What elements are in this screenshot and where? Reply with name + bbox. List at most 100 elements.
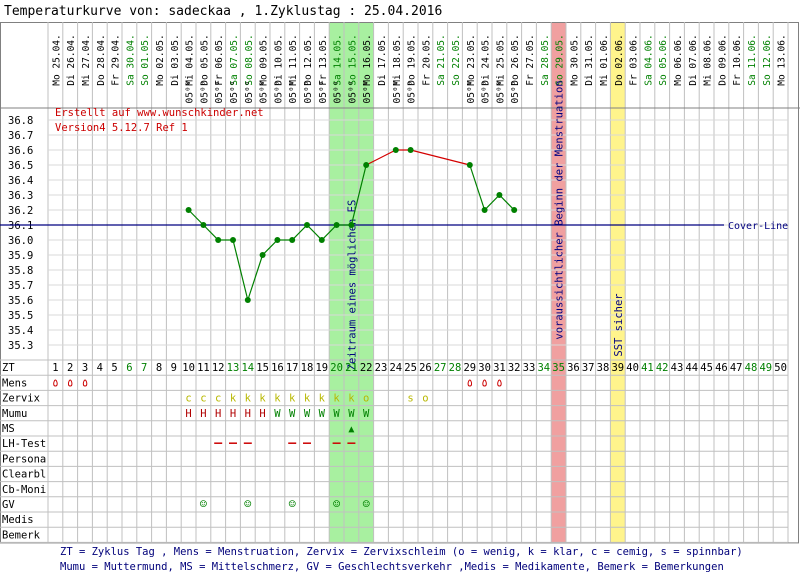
zt-number-37: 37 (582, 362, 595, 374)
zt-number-47: 47 (730, 362, 743, 374)
legend-line-2: Mumu = Muttermund, MS = Mittelschmerz, G… (60, 561, 724, 573)
row-label-persona: Persona (2, 453, 46, 465)
zt-number-29: 29 (463, 362, 476, 374)
gv-mark: ☺ (200, 497, 207, 511)
mumu-mark: H (259, 408, 265, 420)
ms-mark: ▲ (348, 424, 354, 435)
row-label-ms: MS (2, 423, 15, 435)
day-label-44: Di 07.06. (688, 34, 699, 85)
measure-time-22: 05⁰⁰ (362, 81, 373, 104)
zervix-mark: c (185, 393, 191, 405)
day-label-2: Di 26.04. (66, 34, 77, 85)
zt-number-41: 41 (641, 362, 654, 374)
row-label-zt: ZT (2, 362, 15, 374)
zt-number-42: 42 (656, 362, 669, 374)
zervix-mark: k (304, 393, 311, 405)
row-label-cb-moni: Cb-Moni (2, 484, 46, 496)
day-label-41: Sa 04.06. (643, 34, 654, 85)
zt-number-2: 2 (67, 362, 73, 374)
zt-number-3: 3 (82, 362, 88, 374)
zervix-mark: c (200, 393, 206, 405)
y-tick-label: 35.5 (8, 310, 33, 322)
zervix-mark: k (259, 393, 266, 405)
day-label-39: Do 02.06. (614, 34, 625, 85)
mumu-mark: H (215, 408, 221, 420)
zt-number-10: 10 (182, 362, 195, 374)
zt-number-36: 36 (567, 362, 580, 374)
day-label-36: Mo 30.05. (569, 34, 580, 85)
row-label-zervix: Zervix (2, 393, 40, 405)
day-label-25: Do 19.05. (407, 34, 418, 85)
zt-number-11: 11 (197, 362, 210, 374)
row-label-mens: Mens (2, 377, 27, 389)
zt-number-24: 24 (389, 362, 402, 374)
measure-time-25: 05⁰⁰ (407, 81, 418, 104)
day-label-32: Do 26.05. (510, 34, 521, 85)
measure-time-15: 05⁰⁰ (259, 81, 270, 104)
zt-number-27: 27 (434, 362, 447, 374)
day-label-18: Do 12.05. (303, 34, 314, 85)
y-tick-label: 36.3 (8, 190, 33, 202)
zt-number-30: 30 (478, 362, 491, 374)
day-label-15: Mo 09.05. (259, 34, 270, 85)
zervix-mark: k (289, 393, 296, 405)
row-label-gv: GV (2, 499, 15, 511)
temperature-point (466, 162, 473, 168)
measure-time-12: 05⁰⁰ (214, 81, 225, 104)
day-label-27: Sa 21.05. (436, 34, 447, 85)
y-tick-label: 36.0 (8, 235, 33, 247)
measure-time-14: 05⁰⁰ (244, 81, 255, 104)
zt-number-1: 1 (52, 362, 58, 374)
day-label-34: Sa 28.05. (540, 34, 551, 85)
temperature-point (200, 222, 207, 228)
day-label-20: Sa 14.05. (333, 34, 344, 85)
zt-number-32: 32 (508, 362, 521, 374)
zervix-mark: s (407, 393, 413, 405)
day-label-24: Mi 18.05. (392, 34, 403, 85)
measure-time-29: 05⁰⁰ (466, 81, 477, 104)
zervix-mark: k (230, 393, 237, 405)
day-label-12: Fr 06.05. (214, 34, 225, 85)
y-tick-label: 35.3 (8, 340, 33, 352)
zervix-mark: k (333, 393, 340, 405)
mumu-mark: W (363, 408, 370, 420)
day-label-38: Mi 01.06. (599, 34, 610, 85)
zt-number-25: 25 (404, 362, 417, 374)
zt-number-46: 46 (715, 362, 728, 374)
y-tick-label: 36.6 (8, 145, 33, 157)
zervix-mark: k (348, 393, 355, 405)
band-sst (610, 22, 626, 543)
day-label-47: Fr 10.06. (732, 34, 743, 85)
temperature-line-2 (469, 164, 515, 212)
zervix-mark: k (274, 393, 281, 405)
page-title: Temperaturkurve von: sadeckaa , 1.Zyklus… (4, 4, 442, 19)
day-label-45: Mi 08.06. (703, 34, 714, 85)
band-label-menstruation: voraussichtlicher Beginn der Menstruatio… (554, 80, 566, 339)
mens-mark: ٥ (52, 376, 59, 389)
day-label-46: Do 09.06. (717, 34, 728, 85)
mumu-mark: W (319, 408, 326, 420)
temperature-point (185, 207, 192, 213)
day-label-26: Fr 20.05. (421, 34, 432, 85)
measure-time-24: 05⁰⁰ (392, 81, 403, 104)
zt-number-28: 28 (449, 362, 462, 374)
mumu-mark: W (333, 408, 340, 420)
zt-number-9: 9 (171, 362, 177, 374)
mumu-mark: W (289, 408, 296, 420)
day-label-4: Do 28.04. (96, 34, 107, 85)
y-tick-label: 35.8 (8, 265, 33, 277)
row-label-clearbl: Clearbl (2, 469, 46, 481)
y-tick-label: 36.5 (8, 160, 33, 172)
day-label-33: Fr 27.05. (525, 34, 536, 85)
day-label-11: Do 05.05. (199, 34, 210, 85)
day-label-10: Mi 04.05. (185, 34, 196, 85)
zt-number-43: 43 (671, 362, 684, 374)
row-label-bemerk: Bemerk (2, 529, 41, 541)
mens-mark: ٥ (82, 376, 89, 389)
day-label-35: So 29.05. (555, 34, 566, 85)
day-label-1: Mo 25.04. (51, 34, 62, 85)
day-label-42: So 05.06. (658, 34, 669, 85)
zervix-mark: o (363, 393, 369, 405)
day-label-21: So 15.05. (347, 34, 358, 85)
